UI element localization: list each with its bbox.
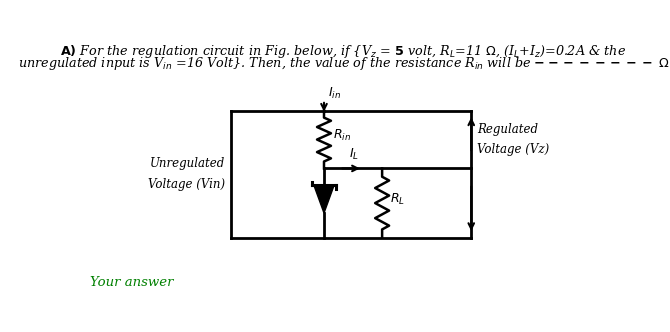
Text: $I_{in}$: $I_{in}$ xyxy=(328,86,341,101)
Text: $R_L$: $R_L$ xyxy=(390,192,405,207)
Text: $\mathbf{A)}$ For the regulation circuit in Fig. below, if {V$_z$ = $\mathbf{5}$: $\mathbf{A)}$ For the regulation circuit… xyxy=(60,43,626,60)
Text: Regulated: Regulated xyxy=(478,123,539,136)
Text: Voltage (Vz): Voltage (Vz) xyxy=(478,143,549,156)
Text: unregulated input is V$_{in}$ =16 Volt}. Then, the value of the resistance R$_{i: unregulated input is V$_{in}$ =16 Volt}.… xyxy=(17,55,669,72)
Text: $I_L$: $I_L$ xyxy=(349,147,359,162)
Text: Unregulated: Unregulated xyxy=(149,157,225,170)
Polygon shape xyxy=(314,185,334,213)
Text: $R_{in}$: $R_{in}$ xyxy=(333,128,351,143)
Text: Your answer: Your answer xyxy=(90,276,174,289)
Text: Voltage (Vin): Voltage (Vin) xyxy=(147,178,225,191)
